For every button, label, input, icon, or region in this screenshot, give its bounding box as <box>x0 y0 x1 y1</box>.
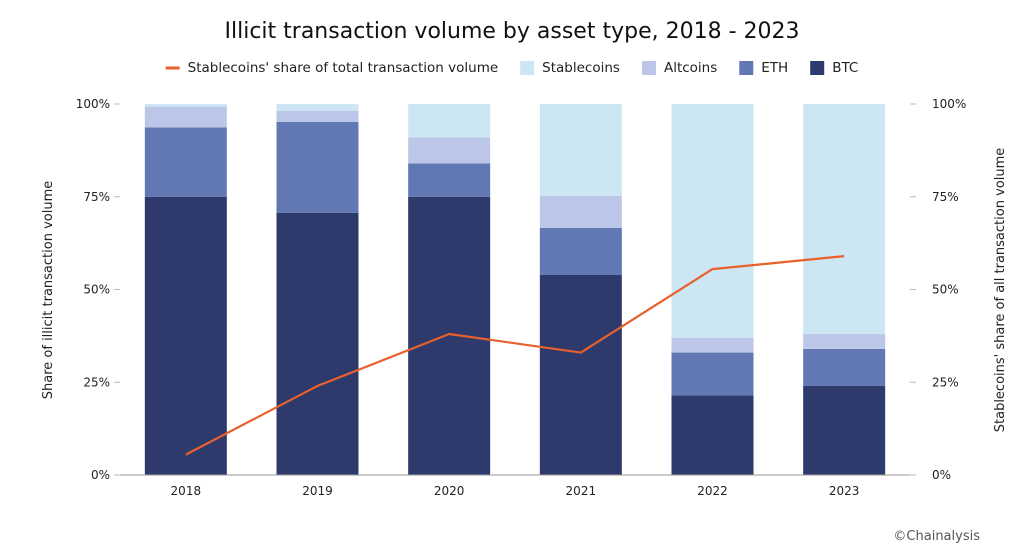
bar-stablecoins-2022 <box>671 104 754 338</box>
bar-stablecoins-2018 <box>144 104 227 107</box>
bar-altcoins-2019 <box>276 110 359 122</box>
x-tick-label: 2020 <box>434 484 465 498</box>
y2-tick-label: 50% <box>932 283 959 297</box>
legend-label: BTC <box>832 60 858 76</box>
y2-axis-title: Stablecoins' share of all transaction vo… <box>993 148 1008 433</box>
y-tick-label: 0% <box>91 468 110 482</box>
bar-eth-2023 <box>803 348 886 386</box>
y-tick-label: 50% <box>83 283 110 297</box>
x-tick-label: 2019 <box>302 484 333 498</box>
y-axis-title: Share of illicit transaction volume <box>41 181 56 399</box>
y2-tick-label: 75% <box>932 190 959 204</box>
bar-eth-2021 <box>539 227 622 275</box>
x-tick-label: 2023 <box>829 484 860 498</box>
bar-stablecoins-2019 <box>276 104 359 111</box>
legend-swatch-stablecoins <box>520 61 535 75</box>
plot-area: 0% 25% 50% 75% 100% 0% 25% 50% 75% 100% 2018 2019 20… <box>76 97 967 498</box>
legend-swatch-eth <box>739 61 754 75</box>
bar-btc-2022 <box>671 395 754 475</box>
x-tick-label: 2018 <box>171 484 202 498</box>
chart-title: Illicit transaction volume by asset type… <box>225 19 800 44</box>
credit-text: ©Chainalysis <box>893 529 980 544</box>
bar-stablecoins-2021 <box>539 104 622 197</box>
bar-eth-2018 <box>144 127 227 197</box>
y2-tick-label: 25% <box>932 375 959 389</box>
y-tick-label: 100% <box>76 97 110 111</box>
y2-tick-label: 100% <box>932 97 966 111</box>
bar-btc-2019 <box>276 212 359 475</box>
bar-altcoins-2022 <box>671 337 754 353</box>
bar-stablecoins-2020 <box>408 104 491 138</box>
legend-label: ETH <box>761 60 788 76</box>
y-tick-label: 25% <box>83 375 110 389</box>
bar-btc-2023 <box>803 385 886 475</box>
legend-label: Stablecoins <box>542 60 620 76</box>
legend-swatch-btc <box>810 61 825 75</box>
bar-altcoins-2023 <box>803 334 886 349</box>
y2-tick-label: 0% <box>932 468 951 482</box>
y-tick-label: 75% <box>83 190 110 204</box>
bar-altcoins-2020 <box>408 137 491 164</box>
bar-eth-2022 <box>671 352 754 396</box>
bar-btc-2018 <box>144 196 227 475</box>
x-tick-label: 2021 <box>566 484 597 498</box>
bar-eth-2020 <box>408 163 491 197</box>
legend: Stablecoins' share of total transaction … <box>165 60 858 76</box>
bar-btc-2021 <box>539 274 622 475</box>
line-stablecoin-share <box>185 255 845 456</box>
bar-altcoins-2021 <box>539 196 622 228</box>
bar-eth-2019 <box>276 121 359 213</box>
bar-btc-2020 <box>408 196 491 475</box>
bar-altcoins-2018 <box>144 106 227 128</box>
legend-label: Altcoins <box>664 60 717 76</box>
bar-stablecoins-2023 <box>803 104 886 335</box>
x-tick-label: 2022 <box>697 484 728 498</box>
legend-swatch-altcoins <box>641 61 656 75</box>
legend-label: Stablecoins' share of total transaction … <box>188 60 499 76</box>
